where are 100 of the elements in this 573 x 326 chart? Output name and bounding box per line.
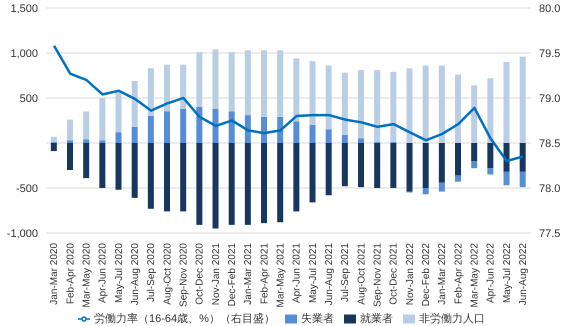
- x-tick-label: Jan-Mar 2020: [49, 242, 60, 305]
- bar: [471, 161, 478, 168]
- bar: [455, 175, 462, 182]
- bar: [310, 143, 316, 202]
- bar: [438, 182, 445, 192]
- x-tick-label: Jul-Sep 2021: [340, 242, 352, 302]
- y2-tick-label: 78.5: [539, 138, 560, 150]
- x-tick-label: Apr-Jun 2020: [98, 242, 109, 304]
- legend-label: 非労働力人口: [418, 313, 485, 325]
- bar: [180, 64, 186, 109]
- bar: [358, 138, 364, 143]
- x-tick-label: Apr-Jun 2021: [292, 242, 303, 304]
- bar: [67, 143, 74, 170]
- bar: [326, 66, 332, 130]
- bar: [180, 108, 186, 143]
- x-tick-label: Jun-Aug 2021: [324, 242, 336, 306]
- bar: [148, 143, 154, 209]
- x-tick-label: Mar-May 2021: [276, 242, 287, 308]
- bar: [261, 50, 268, 117]
- y-tick-label: -500: [16, 182, 38, 195]
- bar: [132, 126, 138, 143]
- x-tick-label: Jan-Mar 2022: [437, 242, 448, 305]
- bar: [342, 143, 348, 186]
- legend-label: 就業者: [360, 313, 393, 325]
- bar: [132, 80, 138, 127]
- bar: [390, 143, 396, 188]
- x-tick-label: May-Jul 2022: [502, 242, 513, 304]
- bar: [132, 143, 138, 198]
- bar: [116, 132, 122, 143]
- bar: [83, 112, 90, 140]
- bar: [342, 134, 348, 143]
- bar: [164, 143, 170, 212]
- bar: [148, 116, 154, 143]
- y2-tick-label: 79.0: [539, 92, 560, 105]
- x-tick-label: Feb-Apr 2021: [259, 242, 270, 304]
- bar: [180, 143, 186, 212]
- bar: [50, 136, 57, 142]
- bar: [212, 108, 219, 143]
- bar: [342, 72, 348, 135]
- x-tick-label: Nov-Jan 2022: [404, 242, 416, 306]
- x-tick-label: Nov-Jan 2021: [210, 242, 222, 306]
- bar: [406, 68, 413, 143]
- bar: [310, 61, 316, 125]
- x-tick-label: Feb-Apr 2020: [65, 242, 76, 304]
- bar: [520, 143, 526, 172]
- line-series: [52, 44, 524, 162]
- x-tick-label: Jun-Aug 2020: [130, 242, 142, 306]
- y2-tick-label: 80.0: [539, 2, 560, 15]
- bar: [164, 64, 170, 112]
- y-tick-label: -1,000: [6, 228, 38, 240]
- bar: [164, 112, 170, 143]
- bar: [83, 139, 90, 143]
- legend-label: 労働力率（16-64歳、%）（右目盛）: [94, 313, 275, 325]
- bar: [83, 143, 90, 178]
- y2-tick-label: 79.5: [539, 48, 560, 60]
- x-tick-label: Oct-Dec 2021: [388, 242, 400, 305]
- bar: [504, 62, 510, 143]
- bar: [50, 143, 57, 152]
- y2-tick-label: 78.0: [539, 182, 560, 195]
- bar: [406, 143, 413, 192]
- bar: [261, 143, 268, 224]
- bar: [487, 78, 494, 143]
- x-tick-label: Mar-May 2020: [82, 242, 93, 308]
- bar: [293, 58, 300, 122]
- bar: [455, 143, 462, 176]
- x-tick-label: May-Jul 2021: [308, 242, 319, 304]
- bar: [277, 50, 284, 117]
- x-tick-label: Mar-May 2022: [470, 242, 481, 308]
- bar: [277, 143, 284, 222]
- bar: [326, 130, 332, 143]
- bar: [212, 49, 219, 109]
- x-tick-label: Jul-Sep 2020: [146, 242, 158, 302]
- bar: [99, 98, 106, 140]
- bar: [228, 143, 235, 225]
- bar: [212, 143, 219, 228]
- bar: [116, 92, 122, 132]
- bar: [196, 107, 202, 143]
- bar: [374, 143, 380, 188]
- x-tick-label: Sep-Nov 2021: [372, 242, 384, 307]
- bar: [99, 143, 106, 188]
- x-tick-label: Dec-Feb 2021: [227, 242, 238, 306]
- bar: [326, 143, 332, 196]
- bar: [99, 140, 106, 143]
- x-tick-label: Aug-Oct 2021: [356, 242, 368, 305]
- bar: [438, 66, 445, 143]
- bar: [358, 70, 364, 138]
- bar: [116, 143, 122, 190]
- legend-label: 失業者: [300, 313, 334, 325]
- bar: [148, 68, 154, 116]
- bar: [244, 115, 251, 143]
- x-tick-label: Oct-Dec 2020: [194, 242, 206, 305]
- bar: [244, 50, 251, 116]
- bar: [293, 143, 300, 212]
- bar: [358, 143, 364, 188]
- x-tick-label: Aug-Oct 2020: [162, 242, 174, 305]
- y-tick-label: 1,000: [10, 48, 38, 60]
- x-tick-label: Feb-Apr 2022: [453, 242, 464, 304]
- bar: [196, 52, 202, 107]
- bar: [520, 56, 526, 143]
- y-tick-label: 1,500: [10, 2, 38, 15]
